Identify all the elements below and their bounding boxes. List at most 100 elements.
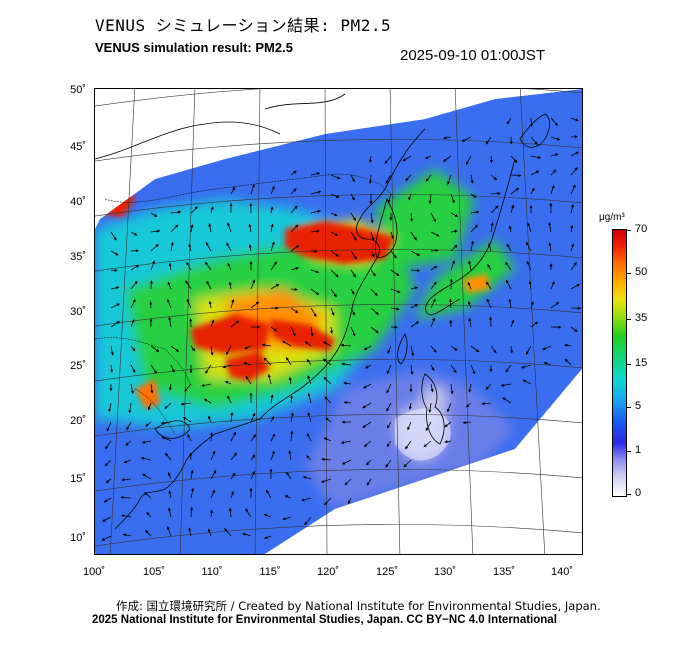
wind-vector <box>186 261 192 271</box>
lon-label: 135˚ <box>492 566 516 578</box>
wind-vector <box>130 264 140 271</box>
wind-vector <box>270 223 274 233</box>
wind-vector <box>370 326 379 334</box>
lon-label: 130˚ <box>433 566 457 578</box>
lat-label: 40˚ <box>70 196 86 208</box>
wind-vector <box>170 210 182 214</box>
wind-vector <box>530 301 534 309</box>
out-of-domain <box>95 89 582 229</box>
wind-vector <box>180 402 192 406</box>
wind-vector <box>470 240 474 252</box>
wind-vector <box>489 155 493 164</box>
wind-vector <box>190 345 196 352</box>
wind-vector <box>543 361 552 366</box>
wind-vector <box>550 136 561 141</box>
wind-vector <box>368 155 373 163</box>
wind-vector <box>130 345 136 352</box>
wind-vector <box>510 204 515 214</box>
wind-vector <box>444 440 452 444</box>
wind-vector <box>363 383 372 389</box>
wind-vector <box>444 421 452 428</box>
wind-vector <box>550 184 555 195</box>
wind-vector <box>109 364 114 373</box>
wind-vector <box>208 415 212 423</box>
wind-vector <box>244 345 252 350</box>
wind-vector <box>108 402 112 413</box>
wind-vector <box>570 262 577 271</box>
wind-vector <box>502 397 512 404</box>
wind-vector <box>425 174 432 182</box>
wind-vector <box>128 402 132 414</box>
wind-vector <box>407 421 412 431</box>
wind-vector <box>424 155 432 159</box>
wind-vector <box>506 243 512 252</box>
wind-vector <box>190 206 198 214</box>
wind-vector <box>290 224 299 233</box>
wind-vector <box>347 497 352 505</box>
colorbar-label: 1 <box>635 444 642 456</box>
wind-vector <box>224 528 232 537</box>
wind-vector <box>467 281 472 290</box>
wind-vector <box>470 224 478 233</box>
wind-vector <box>570 203 575 214</box>
lat-label: 15˚ <box>70 473 86 485</box>
wind-vector <box>110 303 120 309</box>
wind-vector <box>350 212 356 222</box>
wind-vector <box>403 459 412 468</box>
wind-vector <box>490 222 494 233</box>
colorbar <box>612 229 627 497</box>
wind-vector <box>170 345 180 352</box>
wind-vector <box>310 209 322 214</box>
wind-vector <box>290 307 299 314</box>
lat-label: 50˚ <box>70 84 86 96</box>
wind-vector <box>564 358 572 366</box>
lon-label: 100˚ <box>82 566 106 578</box>
wind-vector <box>410 231 417 241</box>
wind-vector <box>267 373 272 385</box>
wind-vector <box>307 412 312 423</box>
wind-vector <box>290 412 294 423</box>
wind-vector <box>467 301 472 309</box>
wind-vector <box>310 288 320 296</box>
colorbar-tick <box>626 364 631 365</box>
wind-vector <box>110 231 117 241</box>
wind-vector <box>185 280 192 290</box>
wind-vector <box>487 264 492 271</box>
wind-vector <box>203 398 212 404</box>
wind-vector <box>290 245 300 252</box>
wind-vector <box>248 244 252 252</box>
credit-line: 作成: 国立環境研究所 / Created by National Instit… <box>116 599 601 613</box>
wind-vector <box>390 269 400 277</box>
wind-vector <box>466 402 472 408</box>
wind-vector <box>370 269 376 277</box>
wind-vector <box>125 440 132 446</box>
wind-vector <box>145 529 152 537</box>
wind-vector <box>550 302 560 309</box>
wind-vector <box>550 281 555 290</box>
wind-vector <box>170 241 174 252</box>
wind-vector <box>147 402 152 411</box>
wind-vector <box>470 210 480 214</box>
wind-vector <box>550 153 559 157</box>
wind-vector <box>350 269 356 278</box>
wind-vector <box>210 489 215 499</box>
wind-vector <box>270 433 276 442</box>
wind-vector <box>250 470 255 480</box>
wind-vector <box>330 269 339 278</box>
wind-vector <box>190 487 195 499</box>
wind-vector <box>130 231 138 236</box>
wind-vector <box>270 185 275 195</box>
wind-vector <box>104 459 112 467</box>
wind-vector <box>310 326 314 337</box>
wind-vector <box>110 286 120 290</box>
wind-vector <box>468 260 472 271</box>
wind-vector <box>386 421 392 429</box>
wind-vector <box>443 155 452 162</box>
wind-vector <box>290 205 298 214</box>
wind-vector <box>340 440 352 445</box>
wind-vector <box>490 205 499 214</box>
wind-vector <box>270 261 278 271</box>
wind-vector <box>289 395 294 404</box>
wind-vector <box>230 298 235 309</box>
wind-vector <box>130 299 136 309</box>
